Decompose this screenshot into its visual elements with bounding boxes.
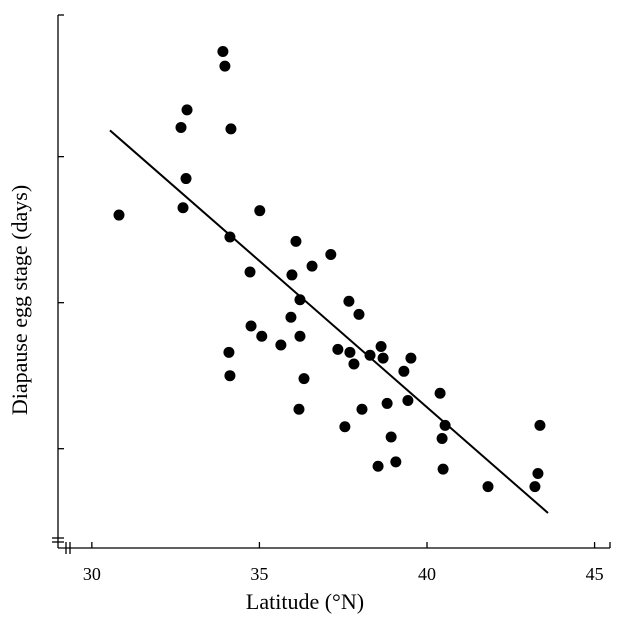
point [434, 387, 446, 399]
point [534, 419, 546, 431]
point [339, 421, 351, 433]
x-tick-label: 40 [418, 564, 436, 584]
point [180, 173, 192, 185]
point [175, 121, 187, 133]
point [353, 308, 365, 320]
x-tick-label: 35 [250, 564, 268, 584]
point [344, 346, 356, 358]
point [381, 397, 393, 409]
point [294, 294, 306, 306]
point [217, 46, 229, 58]
point [385, 431, 397, 443]
point [436, 432, 448, 444]
point [254, 205, 266, 217]
y-axis-label: Diapause egg stage (days) [7, 185, 32, 415]
point [343, 295, 355, 307]
point [290, 235, 302, 247]
point [325, 248, 337, 260]
point [275, 339, 287, 351]
point [294, 330, 306, 342]
point [306, 260, 318, 272]
fit-line [109, 129, 549, 514]
point [372, 460, 384, 472]
point [364, 349, 376, 361]
point [377, 352, 389, 364]
x-axis-label: Latitude (°N) [246, 589, 364, 614]
x-tick-label: 45 [586, 564, 604, 584]
point [532, 468, 544, 480]
point [245, 320, 257, 332]
point [223, 346, 235, 358]
point [298, 373, 310, 385]
point [113, 209, 125, 221]
point [256, 330, 268, 342]
point [482, 481, 494, 493]
point [244, 266, 256, 278]
point [224, 370, 236, 382]
point [439, 419, 451, 431]
point [375, 340, 387, 352]
point [177, 202, 189, 214]
point [398, 365, 410, 377]
point [224, 231, 236, 243]
point [285, 311, 297, 323]
point [402, 395, 414, 407]
point [437, 463, 449, 475]
point [356, 403, 368, 415]
point [219, 60, 231, 72]
point [529, 481, 541, 493]
point [405, 352, 417, 364]
point [181, 104, 193, 116]
point [293, 403, 305, 415]
point [332, 343, 344, 355]
x-tick-label: 30 [83, 564, 101, 584]
point [348, 358, 360, 370]
point [286, 269, 298, 281]
point [390, 456, 402, 468]
point [225, 123, 237, 135]
